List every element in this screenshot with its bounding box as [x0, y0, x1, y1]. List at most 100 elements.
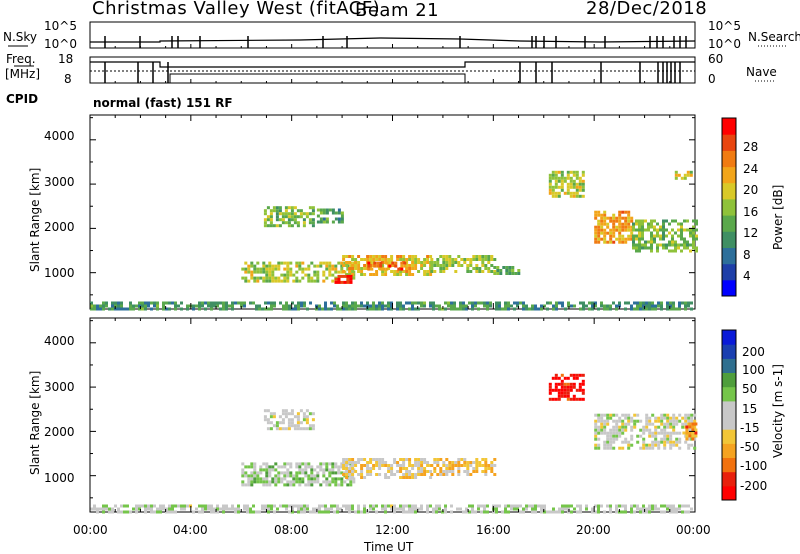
heat-velocity-cell-0 [129, 510, 132, 514]
heat-power-cell-0 [360, 304, 363, 308]
heat-power-cell-11 [668, 222, 671, 226]
heat-velocity-cell-6 [660, 416, 664, 420]
heat-velocity-cell-2 [247, 474, 251, 478]
velocity-cbar-tick-200: 200 [742, 345, 765, 359]
heat-velocity-cell-2 [283, 462, 287, 466]
heat-power-cell-7 [400, 267, 404, 271]
heat-velocity-cell-0 [624, 507, 627, 511]
heat-power-cell-0 [204, 307, 207, 311]
heat-velocity-cell-0 [180, 507, 183, 511]
heat-power-cell-5 [448, 258, 452, 261]
heat-power-cell-3 [328, 267, 332, 271]
heat-power-cell-10 [609, 216, 613, 220]
heat-power-cell-4 [411, 255, 415, 258]
heat-power-cell-5 [484, 255, 488, 258]
heat-power-cell-2 [316, 214, 320, 218]
heat-power-cell-12 [689, 170, 693, 174]
heat-power-cell-11 [650, 240, 653, 244]
heat-power-cell-11 [674, 249, 677, 253]
heat-velocity-cell-0 [291, 504, 294, 508]
heat-velocity-cell-0 [522, 507, 525, 511]
heat-power-cell-11 [650, 225, 653, 229]
heat-velocity-cell-6 [663, 416, 667, 420]
heat-power-cell-0 [507, 304, 510, 308]
heat-velocity-cell-5 [572, 385, 576, 389]
heat-power-cell-0 [273, 301, 276, 305]
heat-power-cell-4 [420, 267, 424, 270]
heat-power-cell-0 [252, 301, 255, 305]
cbar-velocity-swatch [722, 330, 736, 345]
heat-velocity-cell-2 [277, 480, 281, 484]
heat-power-cell-3 [286, 279, 290, 283]
heat-power-cell-0 [273, 304, 276, 308]
heat-power-cell-9 [581, 170, 585, 174]
heat-power-cell-0 [111, 304, 114, 308]
heat-velocity-cell-5 [578, 373, 582, 377]
heat-velocity-cell-6 [609, 434, 613, 438]
heat-velocity-cell-2 [331, 462, 335, 466]
heat-power-cell-0 [372, 304, 375, 308]
heat-velocity-cell-0 [390, 507, 393, 511]
heat-velocity-cell-4 [475, 470, 479, 473]
heat-velocity-cell-6 [642, 437, 646, 441]
heat-velocity-cell-3 [369, 458, 373, 461]
heat-velocity-cell-0 [540, 510, 543, 514]
heat-velocity-cell-6 [687, 443, 691, 447]
heat-power-cell-3 [253, 279, 257, 283]
heat-power-cell-11 [683, 237, 686, 241]
heat-velocity-cell-2 [271, 468, 275, 472]
heat-velocity-cell-0 [291, 510, 294, 514]
heat-velocity-cell-0 [663, 510, 666, 514]
heat-velocity-cell-6 [651, 446, 655, 450]
heat-power-cell-5 [466, 267, 470, 270]
heat-velocity-cell-0 [207, 504, 210, 508]
heat-power-cell-2 [340, 211, 344, 215]
heat-velocity-cell-0 [393, 507, 396, 511]
heat-power-cell-10 [621, 240, 625, 244]
heat-power-cell-0 [654, 304, 657, 308]
heat-power-cell-0 [486, 301, 489, 305]
heat-velocity-cell-0 [642, 510, 645, 514]
heat-power-cell-10 [630, 225, 634, 229]
heat-velocity-cell-6 [600, 431, 604, 435]
heat-power-cell-0 [489, 304, 492, 308]
heat-power-cell-3 [262, 264, 266, 268]
heat-power-cell-0 [507, 307, 510, 311]
heat-power-cell-3 [286, 273, 290, 277]
heat-velocity-cell-4 [484, 461, 488, 464]
heat-power-cell-8 [514, 272, 518, 275]
heat-velocity-cell-2 [241, 471, 245, 475]
heat-velocity-cell-6 [657, 440, 661, 444]
heat-power-cell-0 [105, 301, 108, 305]
heat-power-cell-9 [551, 176, 555, 180]
heat-power-cell-1 [290, 206, 294, 210]
heat-velocity-cell-0 [465, 510, 468, 514]
heat-velocity-cell-0 [480, 504, 483, 508]
heat-power-cell-11 [695, 246, 698, 250]
heat-power-cell-4 [384, 273, 388, 276]
heat-velocity-cell-0 [516, 504, 519, 508]
heat-power-cell-1 [290, 224, 294, 228]
heat-velocity-cell-6 [618, 419, 622, 423]
heat-power-cell-5 [439, 267, 443, 270]
heat-power-cell-1 [278, 209, 282, 213]
heat-velocity-cell-1 [308, 424, 312, 428]
heat-power-cell-0 [270, 301, 273, 305]
heat-power-cell-4 [357, 255, 361, 258]
heat-power-cell-12 [674, 170, 678, 174]
heat-power-cell-3 [283, 279, 287, 283]
heat-velocity-cell-2 [268, 468, 272, 472]
heat-velocity-cell-6 [651, 443, 655, 447]
heat-velocity-cell-2 [277, 465, 281, 469]
heat-power-cell-4 [372, 255, 376, 258]
heat-power-cell-0 [234, 301, 237, 305]
velocity-cbar-tick-neg200: -200 [740, 479, 768, 493]
heat-velocity-cell-7 [685, 425, 689, 429]
heat-velocity-cell-2 [280, 471, 284, 475]
heat-power-cell-10 [621, 237, 625, 241]
heat-power-cell-7 [382, 267, 386, 271]
heat-power-cell-7 [400, 261, 404, 265]
heat-power-cell-0 [222, 307, 225, 311]
heat-power-cell-8 [511, 266, 515, 269]
heat-power-cell-10 [624, 216, 628, 220]
